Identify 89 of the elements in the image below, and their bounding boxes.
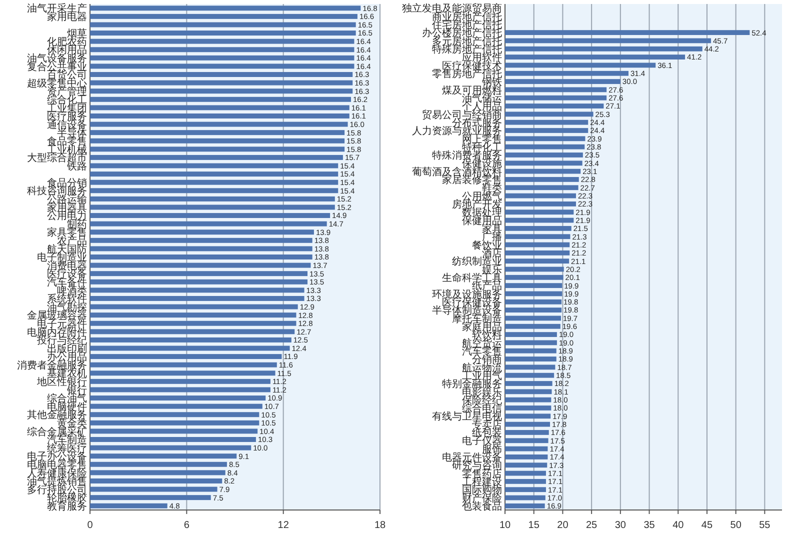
bar: [90, 495, 211, 500]
bar: [90, 6, 361, 11]
bar: [90, 370, 276, 376]
y-tick-label: 电脑硬件: [47, 400, 87, 413]
bar: [90, 312, 296, 318]
bar: [90, 445, 252, 450]
bar: [90, 454, 237, 459]
bar: [90, 362, 277, 368]
y-tick-label: 娱乐: [482, 264, 502, 276]
bar: [90, 221, 327, 226]
y-tick-label: 电脑内存附件: [27, 326, 87, 338]
bar: [90, 122, 348, 127]
bar: [90, 462, 227, 467]
bar: [90, 180, 338, 185]
x-tick-label: 25: [586, 520, 598, 531]
bar: [90, 188, 338, 194]
bar: [90, 437, 256, 442]
y-tick-label: 啤酒类: [57, 284, 87, 297]
bar: [90, 55, 354, 60]
y-tick-label: 铁路: [66, 160, 87, 172]
bar: [90, 172, 338, 177]
bar: [90, 196, 335, 202]
y-tick-label: 油气勘探: [47, 301, 87, 314]
bar: [90, 30, 356, 36]
bar: [90, 204, 335, 210]
y-tick-label: 油气储运: [462, 92, 502, 104]
x-tick-label: 20: [557, 520, 569, 531]
bar: [90, 304, 298, 310]
bar: [90, 138, 345, 144]
bar: [90, 346, 290, 351]
bar: [90, 213, 330, 218]
bar: [90, 387, 270, 392]
bar: [90, 428, 258, 434]
bar: [90, 105, 350, 110]
bar: [90, 412, 260, 418]
bar: [90, 320, 296, 326]
bar: [90, 404, 262, 409]
x-tick-label: 15: [528, 520, 540, 531]
bar: [90, 64, 354, 69]
x-tick-label: 55: [759, 520, 771, 531]
bar: [90, 163, 338, 168]
bar: [90, 296, 304, 301]
bar: [90, 238, 312, 243]
y-tick-label: 专卖店: [472, 418, 502, 431]
bar: [90, 354, 282, 360]
bar: [90, 503, 168, 508]
y-tick-label: 消费电器: [47, 260, 87, 272]
bar: [90, 22, 356, 28]
x-tick-label: 10: [499, 520, 511, 531]
bar: [90, 130, 345, 136]
bar: [90, 113, 350, 118]
bar: [90, 96, 351, 102]
bar: [90, 246, 312, 252]
bar: [90, 288, 304, 293]
bar: [90, 254, 312, 260]
x-tick-label: 12: [278, 520, 290, 531]
bar: [90, 80, 353, 86]
x-tick-label: 35: [644, 520, 656, 531]
bar: [90, 329, 295, 334]
bar: [90, 271, 308, 276]
bar: [90, 486, 218, 492]
y-tick-label: 银行: [66, 385, 87, 396]
bar: [90, 47, 354, 52]
x-tick-label: 45: [701, 520, 713, 531]
bar: [90, 230, 314, 235]
y-tick-label: 特殊房地产信托: [432, 43, 502, 56]
bar: [90, 420, 260, 426]
bar: [90, 337, 292, 342]
bar: [90, 146, 345, 152]
bar: [90, 38, 354, 44]
bar: [90, 262, 311, 268]
x-tick-label: 40: [672, 520, 684, 531]
bar: [90, 396, 266, 401]
bar: [90, 154, 343, 160]
bar: [90, 478, 222, 484]
bar: [90, 378, 270, 384]
x-tick-label: 0: [87, 520, 94, 531]
y-tick-label: 化肥农药: [47, 36, 87, 48]
y-tick-label: 家用电器: [47, 11, 87, 24]
bar: [90, 72, 353, 77]
x-tick-label: 30: [614, 520, 626, 531]
x-tick-label: 18: [374, 520, 386, 531]
bar: [90, 88, 353, 94]
bar: [90, 279, 308, 284]
y-tick-label: 零售药店: [462, 468, 502, 480]
bar: [90, 470, 226, 476]
x-tick-label: 6: [184, 520, 190, 531]
bar: [90, 14, 358, 19]
x-tick-label: 50: [730, 520, 742, 531]
